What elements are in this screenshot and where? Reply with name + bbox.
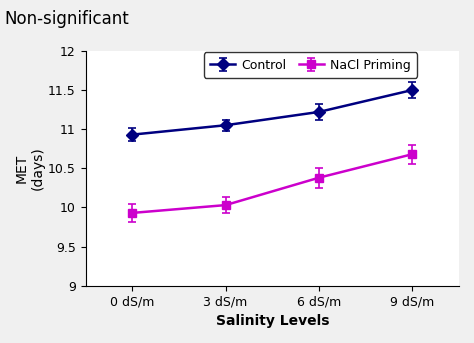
Legend: Control, NaCl Priming: Control, NaCl Priming bbox=[204, 52, 417, 78]
Text: Non-significant: Non-significant bbox=[5, 10, 129, 28]
Y-axis label: MET
(days): MET (days) bbox=[15, 146, 45, 190]
X-axis label: Salinity Levels: Salinity Levels bbox=[216, 314, 329, 328]
